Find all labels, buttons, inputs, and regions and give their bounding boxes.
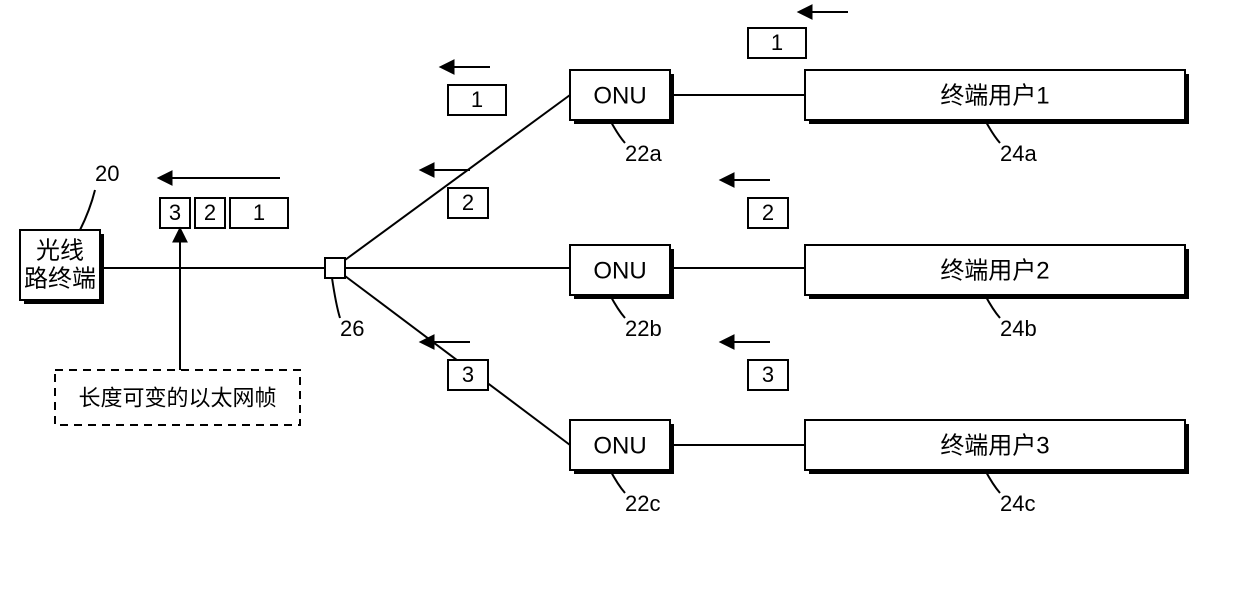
- packet-single-label-2: 1: [471, 87, 483, 112]
- splitter-ref: 26: [340, 316, 364, 341]
- packet-single-label-5: 3: [762, 362, 774, 387]
- user-label-1: 终端用户2: [940, 257, 1049, 284]
- ref-hook-0: [80, 190, 95, 230]
- user-ref-1: 24b: [1000, 316, 1037, 341]
- ref-hook-1: [332, 278, 340, 318]
- packet-combined-label-0: 3: [169, 200, 181, 225]
- onu-ref-1: 22b: [625, 316, 662, 341]
- user-label-0: 终端用户1: [940, 82, 1049, 109]
- packet-single-label-0: 2: [462, 190, 474, 215]
- packet-single-label-1: 3: [462, 362, 474, 387]
- olt-ref: 20: [95, 161, 119, 186]
- packet-single-label-4: 2: [762, 200, 774, 225]
- packet-single-label-3: 1: [771, 30, 783, 55]
- note-label: 长度可变的以太网帧: [78, 385, 276, 410]
- packet-combined-label-1: 2: [204, 200, 216, 225]
- onu-label-0: ONU: [593, 82, 646, 109]
- user-ref-2: 24c: [1000, 491, 1035, 516]
- olt-label-2: 路终端: [24, 265, 96, 292]
- onu-label-2: ONU: [593, 432, 646, 459]
- link-splitter-onu-a: [345, 95, 570, 260]
- user-ref-0: 24a: [1000, 141, 1037, 166]
- onu-label-1: ONU: [593, 257, 646, 284]
- user-label-2: 终端用户3: [940, 432, 1049, 459]
- onu-ref-0: 22a: [625, 141, 662, 166]
- onu-ref-2: 22c: [625, 491, 660, 516]
- olt-label-1: 光线: [36, 237, 84, 264]
- packet-combined-label-2: 1: [253, 200, 265, 225]
- splitter-box: [325, 258, 345, 278]
